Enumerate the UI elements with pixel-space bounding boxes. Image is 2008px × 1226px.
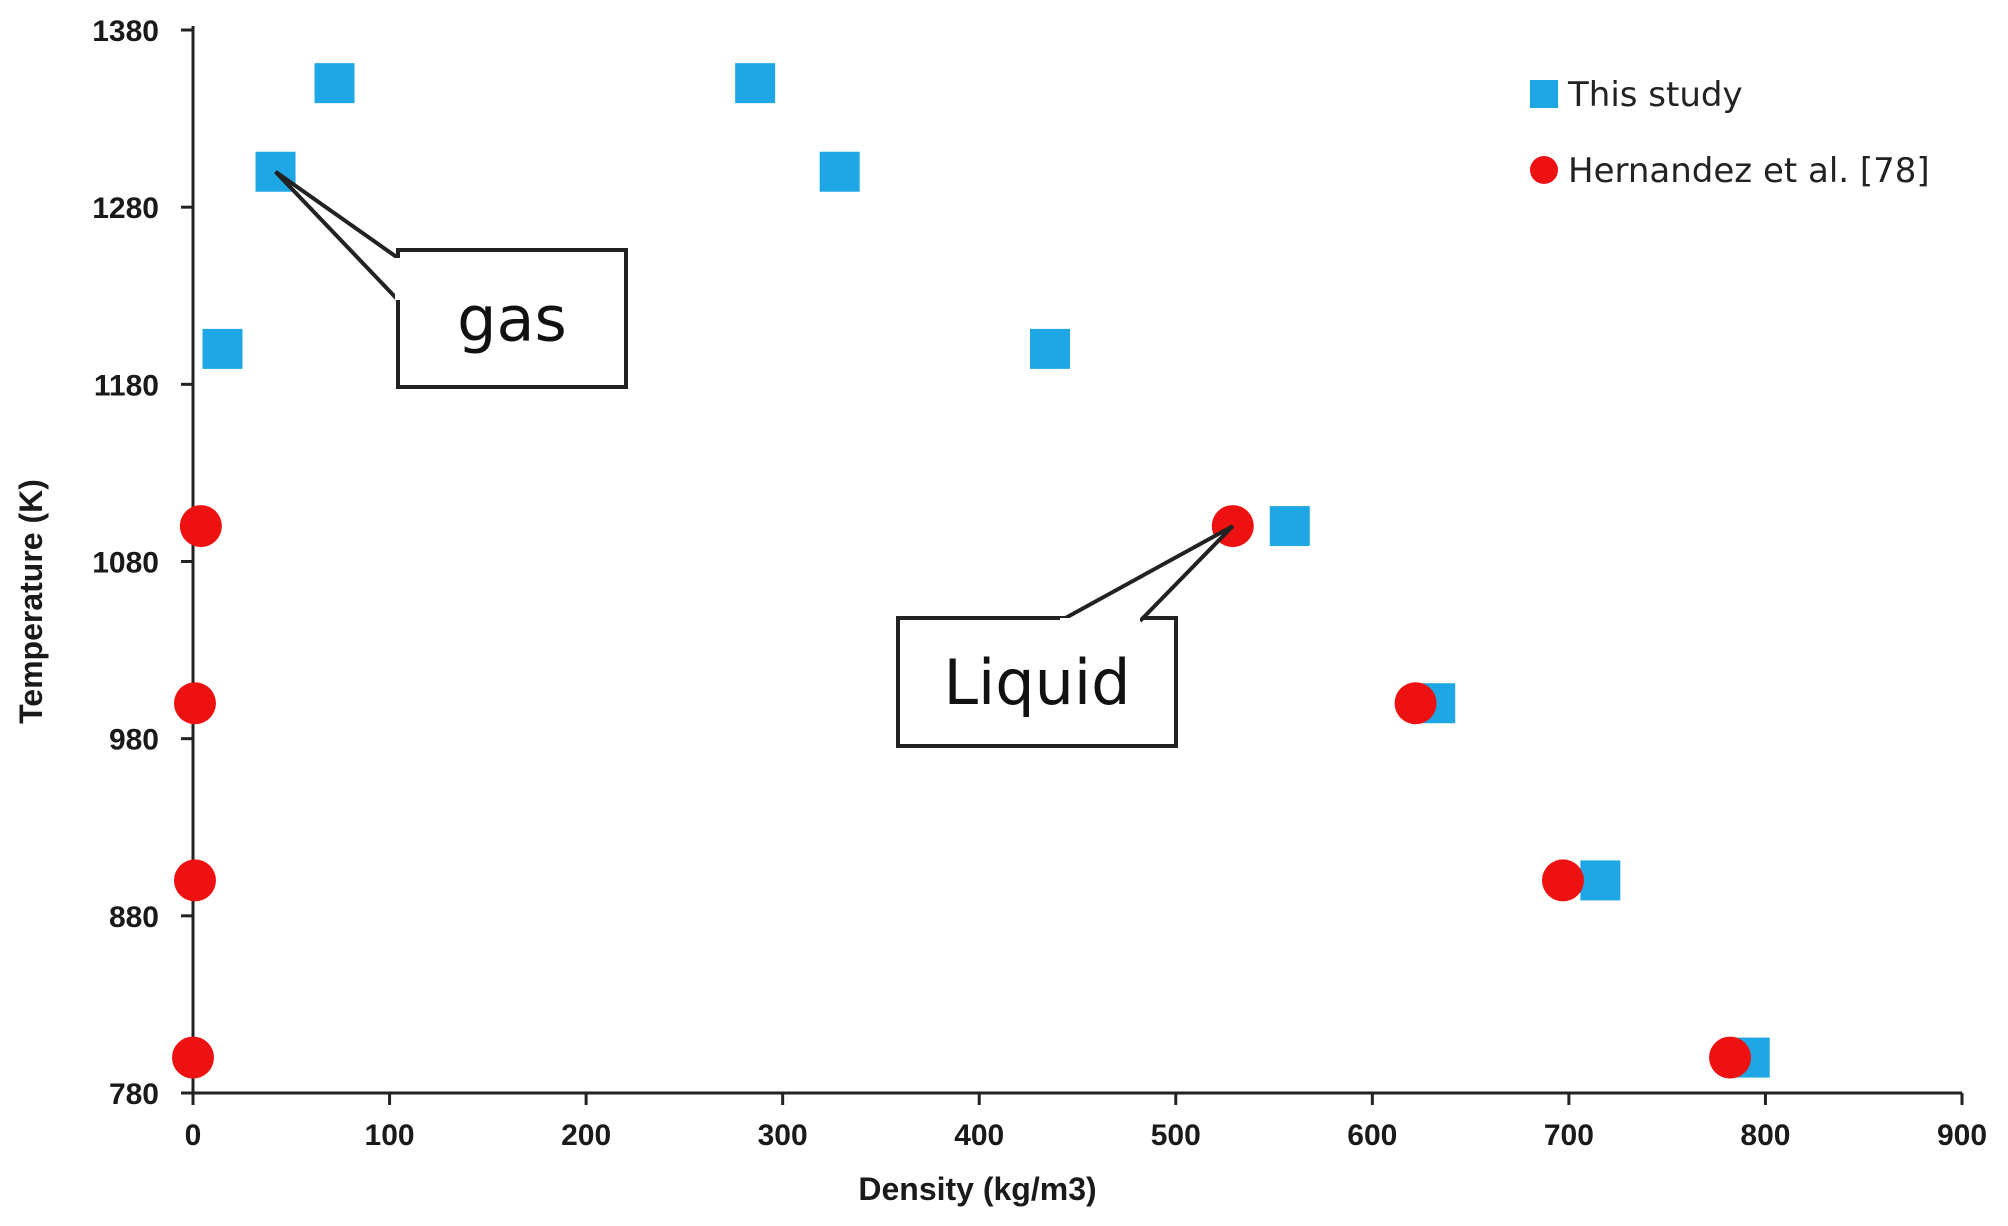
data-point-circle xyxy=(179,505,222,548)
axes: 0 100 200 300 400 500 600 700 800 900 780 880 980 108… xyxy=(13,15,1987,1207)
series-this-study xyxy=(202,63,1770,1078)
callout-gas: gas xyxy=(274,170,628,389)
x-tick-label: 700 xyxy=(1544,1119,1594,1152)
y-tick-label: 880 xyxy=(109,901,159,934)
legend-label: This study xyxy=(1567,75,1743,115)
legend-swatch-square xyxy=(1530,80,1558,108)
callout-gas-label: gas xyxy=(457,283,567,356)
data-point-square xyxy=(1269,506,1310,547)
data-point-square xyxy=(202,328,243,369)
x-tick-label: 400 xyxy=(954,1119,1004,1152)
legend-swatch-circle xyxy=(1530,156,1558,184)
legend-item-hernandez: Hernandez et al. [78] xyxy=(1530,151,1930,191)
y-tick-label: 1080 xyxy=(92,547,159,580)
x-tick-label: 600 xyxy=(1347,1119,1397,1152)
x-tick-label: 0 xyxy=(185,1119,202,1152)
x-axis-title: Density (kg/m3) xyxy=(858,1171,1096,1207)
x-tick-label: 300 xyxy=(758,1119,808,1152)
data-point-circle xyxy=(173,859,216,902)
callout-gas-pointer xyxy=(274,170,400,302)
y-tick-label: 980 xyxy=(109,724,159,757)
x-tick-label: 100 xyxy=(365,1119,415,1152)
data-marks xyxy=(172,63,1770,1079)
y-tick-label: 780 xyxy=(109,1078,159,1111)
data-point-square xyxy=(1580,860,1621,901)
data-point-circle xyxy=(1541,859,1584,902)
data-point-circle xyxy=(172,1036,214,1079)
legend-item-this-study: This study xyxy=(1530,75,1743,115)
data-point-square xyxy=(314,63,355,104)
y-axis-title: Temperature (K) xyxy=(13,479,49,724)
data-point-circle xyxy=(173,682,216,725)
callout-liquid-pointer xyxy=(1059,524,1235,623)
x-tick-label: 200 xyxy=(561,1119,611,1152)
x-tick-label: 500 xyxy=(1151,1119,1201,1152)
callout-liquid-box xyxy=(896,616,1178,748)
callout-gas-box xyxy=(396,248,628,389)
series-hernandez xyxy=(172,505,1752,1079)
callout-liquid-label: Liquid xyxy=(944,646,1131,719)
data-point-square xyxy=(1029,328,1070,369)
data-point-square xyxy=(735,63,776,104)
callout-liquid: Liquid xyxy=(896,524,1235,748)
callouts: gas Liquid xyxy=(274,170,1235,748)
data-point-square xyxy=(819,151,860,192)
y-tick-label: 1380 xyxy=(92,15,159,48)
y-tick-label: 1180 xyxy=(94,369,159,402)
x-tick-label: 800 xyxy=(1740,1119,1790,1152)
legend: This study Hernandez et al. [78] xyxy=(1530,75,1930,191)
data-point-circle xyxy=(1709,1036,1752,1079)
y-tick-label: 1280 xyxy=(92,192,159,225)
data-point-circle xyxy=(1394,682,1437,725)
legend-label: Hernandez et al. [78] xyxy=(1568,151,1930,191)
x-tick-label: 900 xyxy=(1937,1119,1987,1152)
